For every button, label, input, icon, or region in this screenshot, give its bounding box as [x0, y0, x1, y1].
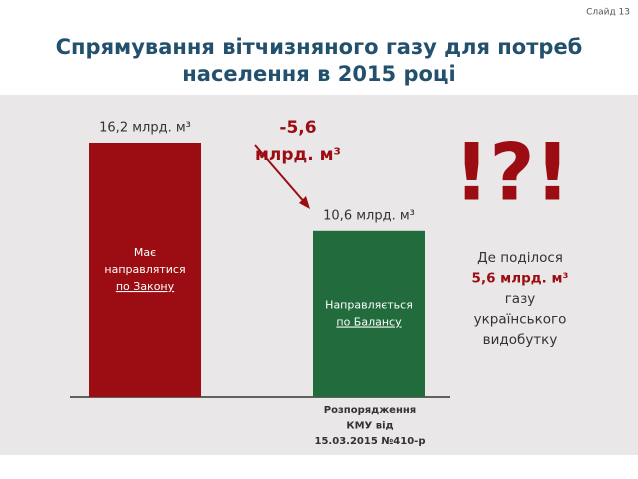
bar-label: Має [134, 246, 156, 259]
value-label: 10,6 млрд. м³ [323, 208, 415, 223]
arrow-head [299, 196, 310, 209]
title-line: Спрямування вітчизняного газу для потреб [56, 35, 583, 59]
callout-mark: !?! [454, 128, 570, 218]
callout-line: видобутку [483, 332, 558, 348]
note: Розпорядження [324, 405, 416, 416]
bar [89, 143, 201, 397]
callout-line: українського [474, 312, 567, 328]
callout-line: 5,6 млрд. м³ [472, 271, 569, 287]
change-label: -5,6 [279, 118, 316, 138]
title-line: населення в 2015 році [182, 62, 455, 86]
note: КМУ від [346, 421, 393, 432]
bar [313, 230, 425, 397]
slide-number: Слайд 13 [586, 8, 630, 18]
bar-label: по Балансу [336, 316, 402, 329]
bar-label: направлятися [104, 263, 185, 276]
bar-label: по Закону [116, 280, 175, 293]
note: 15.03.2015 №410-р [315, 436, 426, 447]
callout-line: Де поділося [477, 250, 563, 266]
callout-line: газу [505, 291, 536, 307]
bar-label: Направляється [325, 299, 413, 312]
value-label: 16,2 млрд. м³ [99, 121, 191, 136]
arrow [254, 144, 307, 205]
change-label: млрд. м³ [255, 145, 341, 165]
